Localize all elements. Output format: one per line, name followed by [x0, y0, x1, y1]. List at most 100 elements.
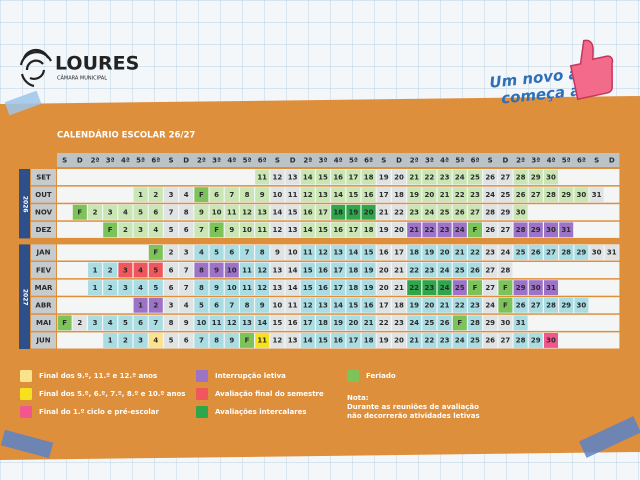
day-number: 11	[257, 337, 267, 345]
day-cell	[179, 280, 194, 296]
day-cell	[559, 187, 574, 203]
day-cell	[483, 187, 498, 203]
day-number: 30	[531, 284, 541, 292]
day-number: 30	[516, 209, 526, 217]
day-number: 7	[184, 266, 189, 274]
month-cell	[31, 186, 56, 203]
day-cell	[255, 222, 270, 238]
day-number: 3	[138, 226, 143, 234]
day-number: 2	[123, 337, 128, 345]
day-cell	[422, 262, 437, 278]
day-cell	[544, 222, 558, 238]
day-cell	[361, 297, 376, 313]
day-number: 30	[546, 173, 556, 181]
day-number: 14	[288, 266, 298, 274]
day-number: 29	[516, 284, 526, 292]
day-cell	[483, 245, 498, 260]
day-cell	[437, 280, 452, 296]
day-cell	[164, 222, 178, 238]
day-cell	[148, 333, 163, 348]
day-number: 20	[379, 266, 389, 274]
day-number: 5	[169, 337, 174, 345]
logo-mark	[19, 48, 52, 88]
day-cell	[452, 262, 467, 278]
month-name: FEV	[36, 266, 52, 274]
day-cell	[103, 280, 118, 296]
day-number: 26	[485, 226, 495, 234]
day-cell	[224, 187, 239, 203]
day-number: 5	[138, 209, 143, 217]
day-number: 8	[245, 302, 250, 310]
day-cell	[483, 169, 498, 185]
day-cell	[483, 333, 498, 348]
weekday: 2ª	[516, 157, 525, 165]
weekday: D	[77, 157, 83, 165]
day-cell	[285, 204, 300, 220]
day-number: 20	[394, 337, 404, 345]
day-number: 3	[184, 249, 189, 257]
weekday: 2ª	[197, 157, 206, 165]
day-cell	[544, 187, 558, 203]
day-number: 28	[516, 173, 526, 181]
day-number: 12	[273, 173, 283, 181]
day-number: 2	[153, 302, 158, 310]
day-number: 8	[199, 266, 204, 274]
day-cell	[346, 204, 361, 220]
day-cell	[346, 315, 361, 331]
day-number: 15	[318, 173, 328, 181]
legend-label: Final dos 9.º, 11.º e 12.º anos	[39, 372, 157, 380]
day-cell	[407, 245, 422, 260]
day-cell	[468, 204, 482, 220]
weekday: 3ª	[425, 157, 434, 165]
month-name: OUT	[35, 191, 52, 199]
day-cell	[498, 315, 513, 331]
day-cell	[118, 333, 133, 348]
day-number: 20	[364, 209, 374, 217]
day-number: 9	[199, 209, 204, 217]
day-cell	[331, 280, 346, 296]
day-number: 5	[153, 266, 158, 274]
day-number: 11	[257, 173, 267, 181]
day-number: 19	[379, 337, 389, 345]
day-cell	[376, 204, 391, 220]
day-cell	[133, 333, 148, 348]
day-number: 18	[364, 173, 374, 181]
day-number: F	[199, 191, 204, 199]
day-cell	[88, 315, 102, 331]
day-number: 4	[184, 302, 189, 310]
day-number: 11	[257, 226, 267, 234]
day-number: F	[473, 284, 478, 292]
day-cell	[285, 169, 300, 185]
day-number: 15	[364, 249, 374, 257]
day-number: 28	[501, 266, 511, 274]
day-number: 10	[273, 191, 283, 199]
day-number: 6	[153, 209, 158, 217]
day-number: 17	[349, 173, 359, 181]
day-cell	[224, 280, 239, 296]
year-strip	[19, 244, 30, 349]
day-cell	[376, 280, 391, 296]
day-cell	[316, 187, 330, 203]
day-cell	[164, 245, 178, 260]
day-number: 7	[169, 209, 174, 217]
legend-swatch	[196, 406, 208, 418]
month-name: JUN	[35, 337, 50, 345]
legend-swatch	[196, 370, 208, 382]
day-number: 24	[440, 284, 450, 292]
month-cell	[31, 204, 56, 221]
day-number: 7	[229, 191, 234, 199]
day-number: 14	[333, 302, 343, 310]
day-cell	[559, 297, 574, 313]
day-number: 19	[364, 284, 374, 292]
day-number: 22	[455, 191, 465, 199]
day-number: 1	[93, 284, 98, 292]
day-cell	[422, 280, 437, 296]
day-number: 27	[501, 173, 511, 181]
day-cell	[376, 315, 391, 331]
day-cell	[498, 280, 513, 296]
day-cell	[452, 297, 467, 313]
day-number: 15	[273, 319, 283, 327]
day-cell	[483, 315, 498, 331]
day-number: 20	[394, 173, 404, 181]
day-number: 13	[288, 173, 298, 181]
